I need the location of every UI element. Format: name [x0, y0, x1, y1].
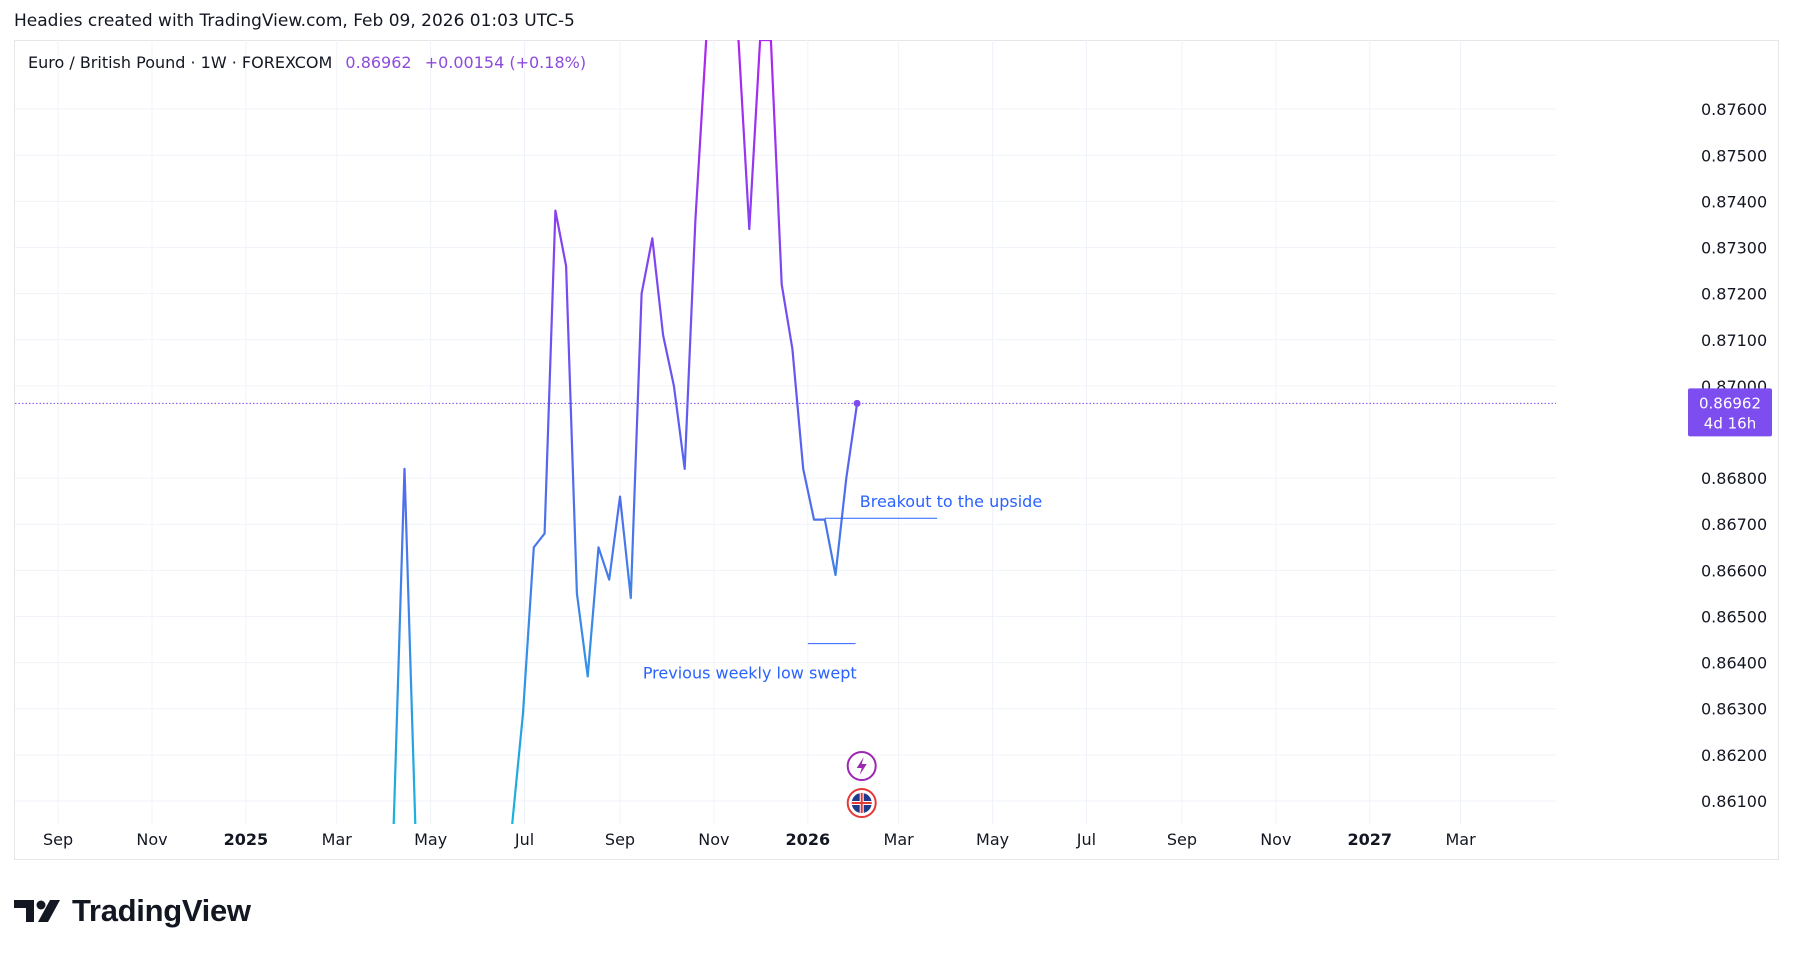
x-tick-label: Sep: [43, 830, 73, 849]
x-tick-label: Nov: [136, 830, 167, 849]
y-tick-label: 0.86600: [1701, 561, 1767, 580]
breakout-annotation[interactable]: Breakout to the upside: [860, 492, 1042, 511]
price-badge-value: 0.86962: [1699, 394, 1761, 412]
lightning-bolt-shape: [856, 757, 867, 775]
swept-low-annotation[interactable]: Previous weekly low swept: [643, 664, 857, 683]
lightning-event-icon[interactable]: [846, 751, 877, 781]
uk-flag-event-icon[interactable]: [846, 788, 877, 818]
y-tick-label: 0.87300: [1701, 239, 1767, 258]
tradingview-brand[interactable]: TradingView: [14, 893, 251, 929]
x-tick-label: Jul: [1076, 830, 1096, 849]
chart-frame[interactable]: [14, 40, 1779, 860]
y-tick-label: 0.86300: [1701, 700, 1767, 719]
y-tick-label: 0.86700: [1701, 515, 1767, 534]
x-tick-label: Sep: [605, 830, 635, 849]
last-price: 0.86962: [345, 53, 412, 72]
x-tick-label: May: [976, 830, 1009, 849]
y-tick-label: 0.87600: [1701, 100, 1767, 119]
x-tick-label: 2026: [786, 830, 831, 849]
price-axis: 0.87600 0.87500 0.87400 0.87300 0.87200 0.871…: [1701, 100, 1767, 811]
x-tick-label: 2025: [224, 830, 269, 849]
price-badge[interactable]: [1688, 388, 1772, 437]
y-tick-label: 0.86400: [1701, 654, 1767, 673]
time-axis: Sep Nov 2025 Mar May Jul Sep Nov 2026 Mar May Jul Se…: [43, 830, 1476, 849]
chart-header-note: Headies created with TradingView.com, Fe…: [14, 11, 575, 31]
y-tick-label: 0.86200: [1701, 746, 1767, 765]
x-tick-label: Mar: [1445, 830, 1476, 849]
grid-lines: [15, 40, 1556, 824]
x-tick-label: Nov: [1260, 830, 1291, 849]
x-tick-label: 2027: [1347, 830, 1392, 849]
price-series-line: [392, 467, 417, 824]
symbol-name: Euro / British Pound · 1W · FOREXCOM: [28, 53, 333, 72]
annotations-layer: Breakout to the upside Previous weekly lo…: [643, 492, 1042, 682]
price-badge-layer: 0.86962 4d 16h: [1688, 388, 1772, 437]
y-tick-label: 0.86100: [1701, 792, 1767, 811]
price-change: +0.00154 (+0.18%): [424, 53, 587, 72]
x-tick-label: Sep: [1167, 830, 1197, 849]
y-tick-label: 0.86800: [1701, 469, 1767, 488]
x-tick-label: Mar: [322, 830, 353, 849]
y-tick-label: 0.87200: [1701, 285, 1767, 304]
price-series-line: [511, 40, 859, 824]
y-tick-label: 0.87400: [1701, 192, 1767, 211]
last-price-point: [853, 399, 861, 407]
event-icons-layer: [846, 751, 877, 818]
x-tick-label: Jul: [514, 830, 534, 849]
y-tick-label: 0.86500: [1701, 607, 1767, 626]
tradingview-logo-icon: [14, 900, 60, 922]
price-line-layer: [15, 40, 1556, 824]
y-tick-label: 0.87100: [1701, 331, 1767, 350]
price-badge-countdown: 4d 16h: [1704, 414, 1756, 432]
x-tick-label: Mar: [884, 830, 915, 849]
symbol-legend[interactable]: Euro / British Pound · 1W · FOREXCOM 0.8…: [28, 53, 586, 72]
x-tick-label: Nov: [698, 830, 729, 849]
x-tick-label: May: [414, 830, 447, 849]
tradingview-wordmark: TradingView: [72, 893, 251, 928]
y-tick-label: 0.87500: [1701, 146, 1767, 165]
